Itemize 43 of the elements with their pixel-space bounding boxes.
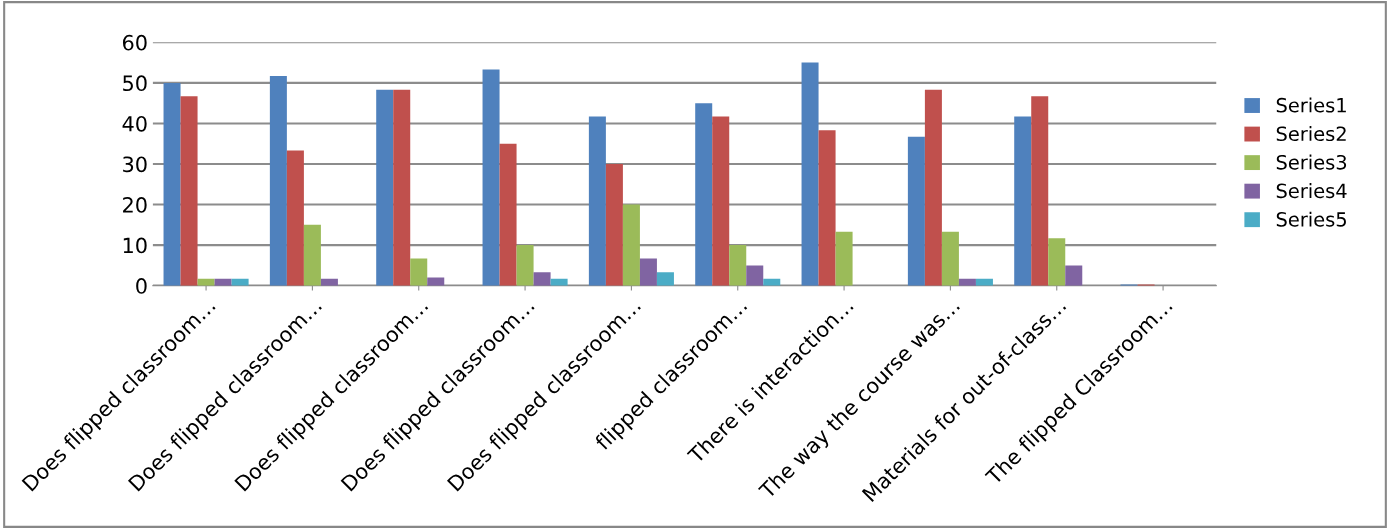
bar (1048, 238, 1066, 286)
bar (286, 150, 304, 286)
legend-label: Series1 (1276, 97, 1346, 113)
bar (695, 103, 713, 286)
legend-label: Series4 (1276, 183, 1347, 199)
bar (924, 89, 942, 286)
bar (533, 272, 551, 286)
bar (835, 231, 853, 286)
y-tick-label: 60 (122, 34, 147, 51)
bar (516, 245, 534, 286)
bar (180, 96, 198, 286)
y-tick-label: 20 (123, 197, 147, 213)
bar (393, 89, 411, 286)
bar (801, 62, 819, 286)
bar (376, 89, 394, 286)
bar (729, 245, 747, 286)
bar (499, 143, 517, 286)
bar (588, 116, 606, 286)
bar (410, 258, 428, 286)
bar (907, 136, 925, 286)
bar (269, 75, 287, 286)
y-tick-label: 10 (123, 237, 147, 254)
bar (1014, 116, 1032, 286)
legend-label: Series5 (1276, 211, 1346, 227)
bar (1065, 265, 1083, 286)
bar (639, 258, 657, 286)
y-tick-label: 0 (136, 278, 147, 294)
bar (712, 116, 730, 286)
y-tick-label: 50 (123, 75, 147, 92)
bar (656, 272, 674, 286)
bar (746, 265, 764, 286)
legend-label: Series2 (1276, 126, 1346, 142)
bar (941, 231, 959, 286)
bar (482, 69, 500, 286)
bar (818, 130, 836, 286)
bar (605, 163, 623, 286)
bar (1031, 96, 1049, 286)
bar (622, 204, 640, 286)
bar (303, 224, 321, 286)
bar (163, 82, 181, 286)
y-tick-label: 30 (123, 156, 147, 173)
legend-label: Series3 (1276, 154, 1347, 170)
y-tick-label: 40 (122, 115, 147, 132)
